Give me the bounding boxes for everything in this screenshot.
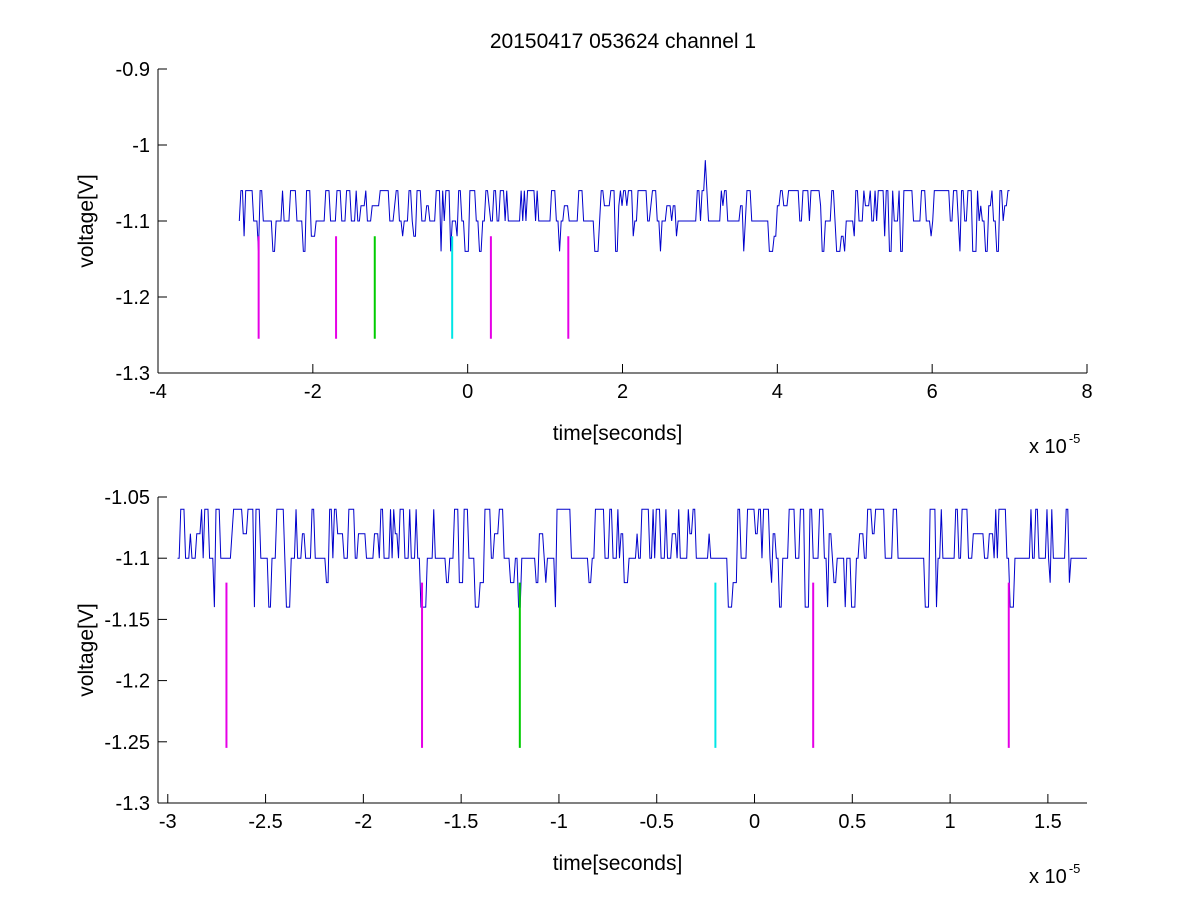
x-tick-label: -2.5 <box>248 811 282 833</box>
y-tick-label: -1.25 <box>104 732 150 754</box>
y-tick-label: -1.05 <box>104 487 150 509</box>
x-tick-label: 2 <box>617 381 628 403</box>
bottom-subplot: -3 -2.5 -2 -1.5 -1 -0.5 0 0.5 1 1.5 -1.3 -1.25 -1.2 -… <box>75 487 1088 888</box>
x-tick-label: -2 <box>304 381 322 403</box>
x-tick-label: 0 <box>749 811 760 833</box>
x-tick-label: 4 <box>772 381 783 403</box>
x-exponent-label: x 10 -5 <box>1029 431 1080 458</box>
signal-line <box>177 508 1087 608</box>
x-tick-label: 1.5 <box>1034 811 1062 833</box>
top-subplot: -4 -2 0 2 4 6 8 -1.3 -1.2 -1.1 -1 -0.9 time[seconds]… <box>75 59 1093 458</box>
figure-title: 20150417 053624 channel 1 <box>490 30 756 53</box>
y-tick-label: -1.15 <box>104 609 150 631</box>
x-tick-label: 0 <box>462 381 473 403</box>
x-tick-label: -4 <box>149 381 167 403</box>
y-tick-label: -0.9 <box>116 59 150 81</box>
signal-line <box>238 160 1010 252</box>
x-exponent-label: x 10 -5 <box>1029 861 1080 888</box>
x-tick-label: -0.5 <box>639 811 673 833</box>
y-axis-label: voltage[V] <box>75 174 98 267</box>
x-tick-label: 0.5 <box>838 811 866 833</box>
y-tick-label: -1.2 <box>116 287 150 309</box>
x-tick-label: 1 <box>945 811 956 833</box>
x-tick-label: 8 <box>1081 381 1092 403</box>
y-tick-label: -1.2 <box>116 671 150 693</box>
y-axis-label: voltage[V] <box>75 603 98 696</box>
y-tick-label: -1.1 <box>116 548 150 570</box>
x-axis-label: time[seconds] <box>553 422 683 445</box>
y-tick-label: -1.3 <box>116 363 150 385</box>
x-axis-label: time[seconds] <box>553 852 683 875</box>
x-tick-label: -3 <box>159 811 177 833</box>
x-tick-label: -2 <box>354 811 372 833</box>
y-tick-label: -1.3 <box>116 793 150 815</box>
x-tick-label: -1.5 <box>444 811 478 833</box>
y-tick-label: -1 <box>132 135 150 157</box>
y-tick-label: -1.1 <box>116 211 150 233</box>
x-tick-label: 6 <box>927 381 938 403</box>
x-tick-label: -1 <box>550 811 568 833</box>
